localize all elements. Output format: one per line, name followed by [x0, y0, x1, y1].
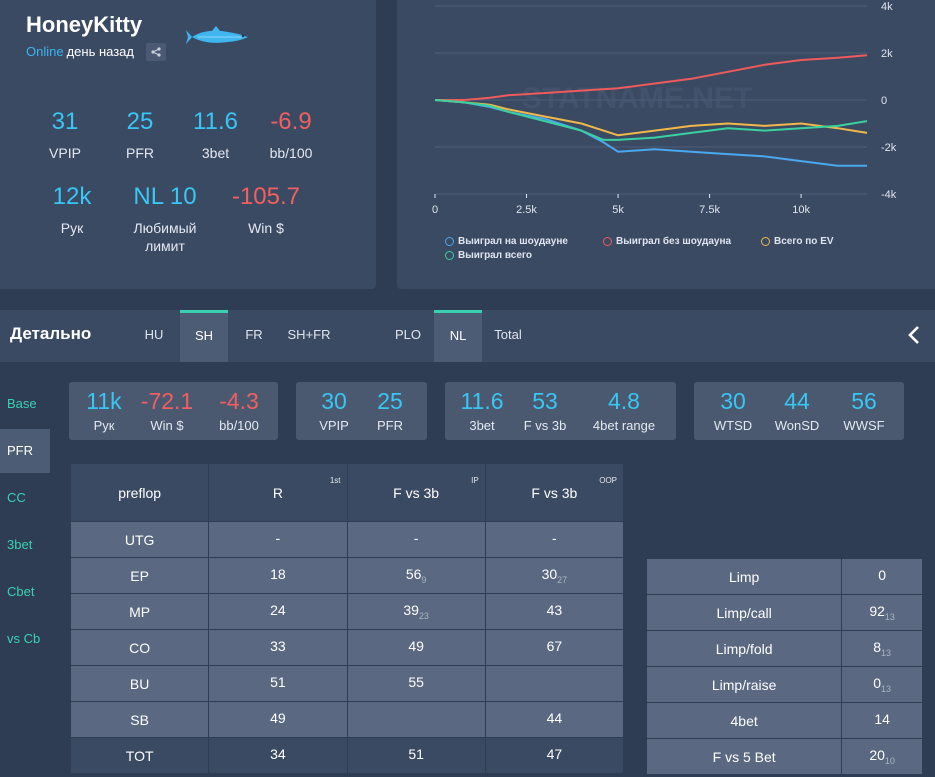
table-row: Limp 0: [645, 558, 923, 595]
series-line-3: [434, 99, 868, 141]
collapse-button[interactable]: [907, 324, 921, 351]
summary-hands: 11k Рук: [86, 388, 122, 433]
summary-fvs3b: 53 F vs 3b: [523, 388, 567, 433]
x-tick-label: 0: [432, 204, 438, 216]
tab-total[interactable]: Total: [494, 327, 522, 342]
summary-4bet-range: 4.8 4bet range: [592, 388, 656, 433]
table-row: UTG - - -: [69, 521, 625, 558]
chevron-left-icon: [908, 326, 919, 344]
side-nav-cc[interactable]: CC: [7, 490, 26, 505]
summary-vpip: 30 VPIP: [319, 388, 349, 433]
stat-3bet: 11.6 3bet: [193, 108, 238, 161]
online-label: Online: [26, 44, 64, 59]
last-seen: день назад: [66, 44, 134, 59]
table-row: EP 18 569 3027: [69, 557, 625, 594]
y-tick-label: 0: [881, 95, 887, 107]
y-tick-label: 2k: [881, 48, 893, 60]
chart-watermark: STATNAME.NET: [522, 82, 753, 115]
fish-icon: [186, 26, 248, 44]
side-nav-3bet[interactable]: 3bet: [7, 537, 33, 552]
tab-hu[interactable]: HU: [144, 327, 164, 342]
x-tick-label: 10k: [792, 204, 810, 216]
summary-box-showdown: 30 WTSD 44 WonSD 56 WWSF: [694, 382, 904, 440]
profile-panel: HoneyKitty Online день назад 31 VPIP 25 P…: [0, 0, 376, 289]
table-row: F vs 5 Bet 2010: [645, 738, 923, 775]
tab-fr[interactable]: FR: [245, 327, 263, 342]
x-tick-label: 5k: [612, 204, 624, 216]
winnings-chart: STATNAME.NET 4k 2k 0 -2k -4k 0 2.5k 5k 7.5k 10k: [432, 1, 897, 216]
side-nav-cbet[interactable]: Cbet: [7, 584, 35, 599]
legend-ev[interactable]: Всего по EV: [761, 236, 834, 247]
x-tick-label: 2.5k: [516, 204, 537, 216]
tab-plo[interactable]: PLO: [394, 327, 421, 342]
summary-wwsf: 56 WWSF: [843, 388, 885, 433]
summary-win: -72.1 Win $: [140, 388, 194, 433]
legend-showdown[interactable]: Выиграл на шоудауне: [445, 236, 568, 247]
stat-win: -105.7 Win $: [231, 183, 301, 236]
summary-bb100: -4.3 bb/100: [219, 388, 259, 433]
y-tick-label: -2k: [881, 142, 897, 154]
legend-total[interactable]: Выиграл всего: [445, 250, 532, 261]
table-row: Limp/fold 813: [645, 630, 923, 667]
side-nav-pfr[interactable]: PFR: [0, 429, 50, 473]
table-row: SB 49 44: [69, 701, 625, 738]
table-row: Limp/call 9213: [645, 594, 923, 631]
summary-pfr: 25 PFR: [377, 388, 403, 433]
limp-table: Limp 0 Limp/call 9213 Limp/fold 813 Limp/ra…: [645, 558, 923, 775]
summary-wonsd: 44 WonSD: [774, 388, 820, 433]
table-row: CO 33 49 67: [69, 629, 625, 666]
series-line-2: [434, 99, 868, 137]
header-fvs3b-oop: F vs 3b OOP: [484, 463, 625, 522]
table-row: 4bet 14: [645, 702, 923, 739]
summary-box-results: 11k Рук -72.1 Win $ -4.3 bb/100: [69, 382, 278, 440]
stat-fav-limit: NL 10 Любимый лимит: [133, 183, 197, 254]
table-row: BU 51 55: [69, 665, 625, 702]
share-icon: [151, 47, 161, 57]
series-line-1: [435, 54, 868, 101]
y-tick-label: 4k: [881, 1, 893, 13]
legend-non-showdown[interactable]: Выиграл без шоудауна: [603, 236, 731, 247]
player-name: HoneyKitty: [26, 12, 143, 37]
stat-vpip: 31 VPIP: [49, 108, 81, 161]
header-preflop: preflop: [69, 463, 210, 522]
stat-pfr: 25 PFR: [126, 108, 154, 161]
tab-sh-fr[interactable]: SH+FR: [287, 327, 331, 342]
header-fvs3b-ip: F vs 3b IP: [346, 463, 486, 522]
summary-3bet: 11.6 3bet: [460, 388, 504, 433]
stat-hands: 12k Рук: [52, 183, 92, 236]
preflop-table: preflop R 1st F vs 3b IP F vs 3b OOP UTG - …: [69, 463, 625, 774]
summary-wtsd: 30 WTSD: [713, 388, 753, 433]
side-nav-vs-cb[interactable]: vs Cb: [7, 631, 41, 646]
side-nav-base[interactable]: Base: [7, 396, 37, 411]
detail-title: Детально: [10, 324, 92, 343]
header-r: R 1st: [208, 463, 348, 522]
summary-box-3bet: 11.6 3bet 53 F vs 3b 4.8 4bet range: [445, 382, 676, 440]
table-row: Limp/raise 013: [645, 666, 923, 703]
tab-sh[interactable]: SH: [180, 310, 228, 362]
detail-tab-bar: Детально HU SH FR SH+FR PLO NL Total: [0, 310, 935, 362]
y-tick-label: -4k: [881, 189, 897, 201]
tab-nl[interactable]: NL: [434, 310, 482, 362]
share-button[interactable]: [146, 43, 166, 61]
stat-bb100: -6.9 bb/100: [269, 108, 313, 161]
winnings-chart-panel: STATNAME.NET 4k 2k 0 -2k -4k 0 2.5k 5k 7.5k 10k Вы…: [397, 0, 935, 289]
table-row: MP 24 3923 43: [69, 593, 625, 630]
player-status: Online день назад: [26, 44, 134, 59]
table-row-total: TOT 34 51 47: [69, 737, 625, 774]
x-tick-label: 7.5k: [699, 204, 720, 216]
table-header: preflop R 1st F vs 3b IP F vs 3b OOP: [69, 463, 625, 522]
summary-box-preflop: 30 VPIP 25 PFR: [296, 382, 427, 440]
